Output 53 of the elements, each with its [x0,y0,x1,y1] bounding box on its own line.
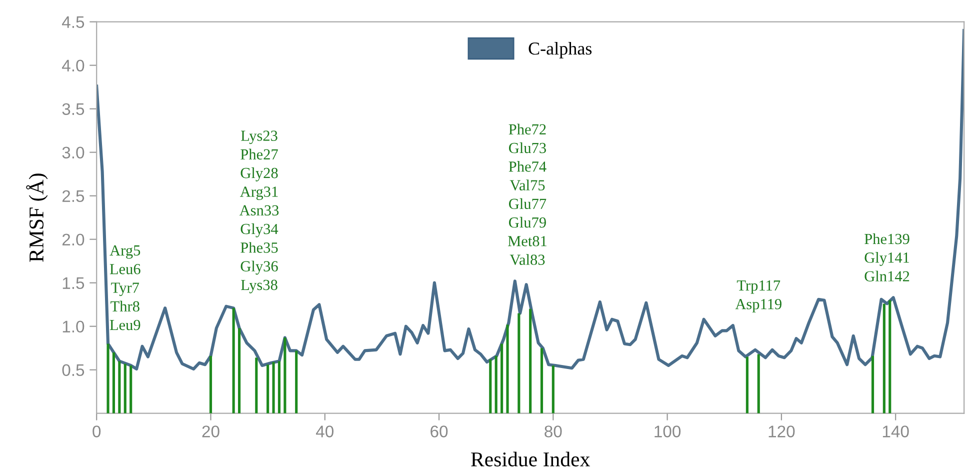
bar [540,348,544,414]
bar [124,364,126,414]
x-tick-label: 80 [544,426,562,438]
bar [871,356,874,414]
bar [757,354,760,414]
y-axis-title: RMSF (Å) [26,174,48,262]
y-tick-label: 3.5 [62,103,84,116]
y-tick-label: 0.5 [62,364,84,376]
bar [209,356,212,414]
y-tick-label: 4.0 [62,60,84,72]
y-tick-label: 2.5 [62,190,84,202]
annotation: Trp117 Asp119 [735,280,782,312]
bar [272,362,275,414]
annotation: Phe72 Glu73 Phe74 Val75 Glu77 Glu79 Met81 Val83 [508,124,547,266]
bar [255,358,258,414]
x-tick-label: 60 [430,426,448,438]
bar [506,324,509,414]
bar [130,365,132,414]
bar [529,308,532,414]
bar [112,352,116,414]
bar [118,361,121,414]
bar [500,344,504,414]
bar [284,338,286,414]
bar [552,365,554,414]
bar [266,364,270,414]
bar [238,328,241,414]
annotation: Arg5 Leu6 Tyr7 Thr8 Leu9 [110,245,140,330]
x-tick-label: 120 [768,426,795,438]
annotation: Phe139 Gly141 Gln142 [864,233,910,282]
y-tick-label: 2.0 [62,234,84,246]
bar [232,308,235,414]
x-tick-label: 100 [654,426,681,438]
text: Lys23 Phe27 Gly28 Arg31 Asn33 Gly34 Phe35 Gly36 Lys38 [239,130,279,294]
bar [494,356,498,414]
bar [106,344,110,414]
x-tick-label: 20 [202,426,220,438]
line-series [96,28,964,370]
x-tick-label: 40 [316,426,334,438]
x-tick-label: 0 [92,426,101,438]
bar [518,313,520,414]
bar [746,356,748,414]
bar [888,300,892,414]
x-tick-label: 140 [882,426,909,438]
x-axis-title: Residue Index [471,452,590,466]
legend-label: C-alphas [528,42,592,58]
y-tick-label: 4.5 [62,16,84,28]
y-tick-label: 1.0 [62,320,84,333]
bar [489,359,492,414]
bar [882,304,886,414]
y-tick-label: 1.5 [62,277,84,290]
bar [295,350,298,414]
bar [278,361,281,414]
y-tick-label: 3.0 [62,146,84,159]
